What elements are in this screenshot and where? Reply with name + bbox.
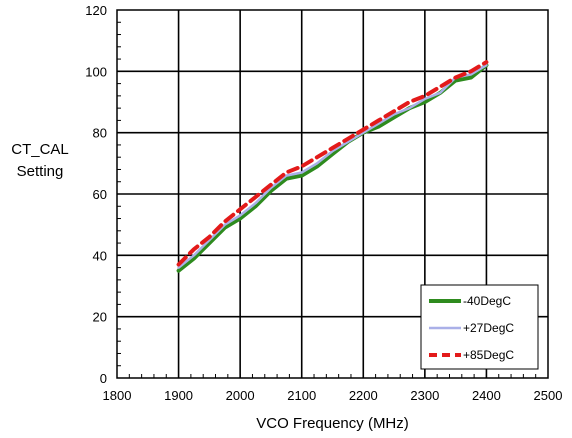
y-tick-label: 40 — [93, 248, 107, 263]
y-tick-labels: 0 20 40 60 80 100 120 — [85, 3, 107, 386]
legend-label-3: +85DegC — [463, 348, 514, 362]
legend: -40DegC +27DegC +85DegC — [420, 284, 539, 370]
y-tick-label: 100 — [85, 64, 107, 79]
y-tick-label: 20 — [93, 310, 107, 325]
series-line-1 — [176, 63, 489, 273]
x-tick-label: 1900 — [164, 388, 193, 403]
y-tick-label: 60 — [93, 187, 107, 202]
series-line-3 — [176, 60, 489, 267]
x-tick-label: 2000 — [226, 388, 255, 403]
series-lines — [176, 60, 489, 273]
y-axis-title-line2: Setting — [17, 163, 64, 180]
legend-label-2: +27DegC — [463, 321, 514, 335]
x-tick-label: 2500 — [534, 388, 563, 403]
plot-frame — [116, 9, 549, 379]
x-tick-label: 2400 — [472, 388, 501, 403]
x-tick-label: 2300 — [410, 388, 439, 403]
legend-label-1: -40DegC — [463, 294, 511, 308]
grid — [117, 10, 548, 378]
x-tick-label: 2200 — [349, 388, 378, 403]
x-tick-label: 2100 — [287, 388, 316, 403]
series-line-2 — [177, 63, 488, 269]
y-tick-label: 80 — [93, 126, 107, 141]
x-tick-labels: 1800 1900 2000 2100 2200 2300 2400 2500 — [103, 388, 563, 403]
x-axis-title: VCO Frequency (MHz) — [256, 415, 409, 432]
y-tick-label: 120 — [85, 3, 107, 18]
x-tick-label: 1800 — [103, 388, 132, 403]
y-tick-label: 0 — [100, 371, 107, 386]
y-axis-title-line1: CT_CAL — [11, 141, 69, 158]
